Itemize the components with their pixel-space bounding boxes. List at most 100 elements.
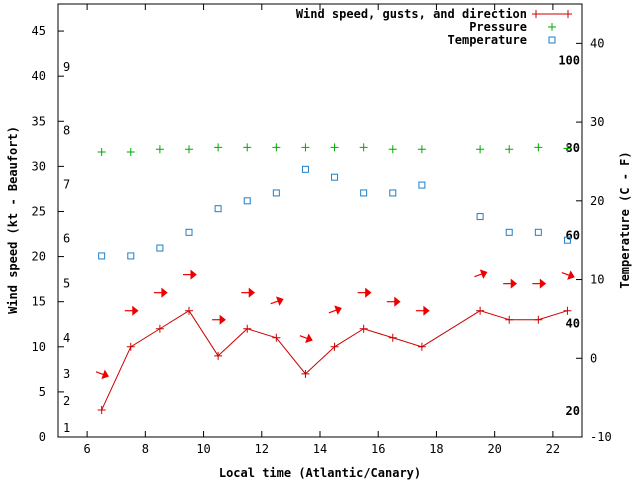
wind-speed-point [155,324,164,333]
legend-label: Temperature [448,33,527,47]
fahrenheit-label: 40 [566,317,580,331]
temperature-point [360,189,368,197]
arrow-head [219,314,226,325]
beaufort-label: 5 [63,277,70,291]
legend-swatch-marker [564,10,572,18]
temperature-point [185,228,193,236]
arrow-head [132,305,139,316]
fahrenheit-label: 60 [566,228,580,242]
arrow-head [394,296,401,307]
wind-speed-point [126,342,135,351]
beaufort-label: 1 [63,421,70,435]
pressure-point [359,143,368,152]
pressure-point [388,145,397,154]
x-tick-label: 6 [83,442,90,456]
wind-direction-arrow [153,287,168,298]
temperature-point [98,252,106,260]
wind-speed-point [97,405,106,414]
wind-direction-arrow [474,269,488,279]
pressure-point [330,143,339,152]
x-tick-label: 16 [371,442,385,456]
arrow-head [276,296,284,306]
pressure-point [301,143,310,152]
temperature-point [272,189,280,197]
y-left-tick-label: 45 [32,24,46,38]
wind-speed-point [534,315,543,324]
y-right-tick-label: 30 [590,115,604,129]
x-tick-label: 10 [196,442,210,456]
y-right-tick-label: -10 [590,430,612,444]
arrow-shaft [95,371,104,376]
y-left-tick-label: 35 [32,114,46,128]
wind-speed-point [301,369,310,378]
temperature-point [331,173,339,181]
legend-swatch-marker [548,36,556,44]
wind-direction-arrow [270,296,284,306]
x-tick-label: 18 [429,442,443,456]
wind-speed-point [272,333,281,342]
x-tick-label: 14 [313,442,327,456]
arrow-shaft [299,335,308,340]
arrow-head [305,333,313,344]
y-axis-right-title: Temperature (C - F) [618,151,632,288]
beaufort-label: 6 [63,232,70,246]
arrow-head [334,305,342,315]
y-right-tick-label: 20 [590,194,604,208]
temperature-point [505,228,513,236]
pressure-point [243,143,252,152]
y-left-tick-label: 5 [39,385,46,399]
wind-direction-arrow [532,278,547,289]
y-left-tick-label: 20 [32,250,46,264]
arrow-head [423,305,430,316]
y-left-tick-label: 25 [32,204,46,218]
y-left-tick-label: 10 [32,340,46,354]
temperature-point [156,244,164,252]
arrow-head [539,278,547,289]
beaufort-label: 4 [63,331,70,345]
fahrenheit-label: 20 [566,404,580,418]
wind-speed-point [330,342,339,351]
wind-direction-arrow [503,278,518,289]
wind-speed-point [563,306,572,315]
wind-direction-arrow [561,270,575,280]
pressure-point [214,143,223,152]
y-axis-left-title: Wind speed (kt - Beaufort) [6,126,20,314]
legend-label: Wind speed, gusts, and direction [296,7,527,21]
beaufort-label: 7 [63,177,70,191]
wind-speed-point [243,324,252,333]
beaufort-label: 8 [63,123,70,137]
legend-label: Pressure [469,20,527,34]
wind-direction-arrow [124,305,139,316]
fahrenheit-label: 80 [566,141,580,155]
arrow-shaft [561,272,570,276]
wind-direction-arrow [357,287,372,298]
y-right-tick-label: 0 [590,351,597,365]
temperature-point [418,181,426,189]
wind-speed-point [185,306,193,315]
plot-frame [57,3,583,438]
series-layer [95,143,575,414]
temperature-point [534,228,542,236]
wind-direction-arrow [386,296,401,307]
x-tick-label: 8 [142,442,149,456]
temperature-point [214,205,222,213]
arrow-head [161,287,168,298]
wind-speed-point [359,324,368,333]
beaufort-label: 3 [63,367,70,381]
wind-speed-point [214,351,223,360]
wind-direction-arrow [212,314,226,325]
temperature-point [243,197,251,205]
fahrenheit-label: 100 [558,54,580,68]
wind-speed-line [101,310,568,411]
y-right-tick-label: 10 [590,273,604,287]
temperature-point [127,252,135,260]
pressure-point [417,145,426,154]
legend-swatch-marker [548,23,556,31]
y-left-tick-label: 40 [32,69,46,83]
y-left-tick-label: 15 [32,295,46,309]
pressure-point [534,143,543,152]
x-axis-title: Local time (Atlantic/Canary) [219,466,421,480]
pressure-point [126,147,135,156]
wind-direction-arrow [328,305,342,315]
pressure-point [185,145,193,154]
